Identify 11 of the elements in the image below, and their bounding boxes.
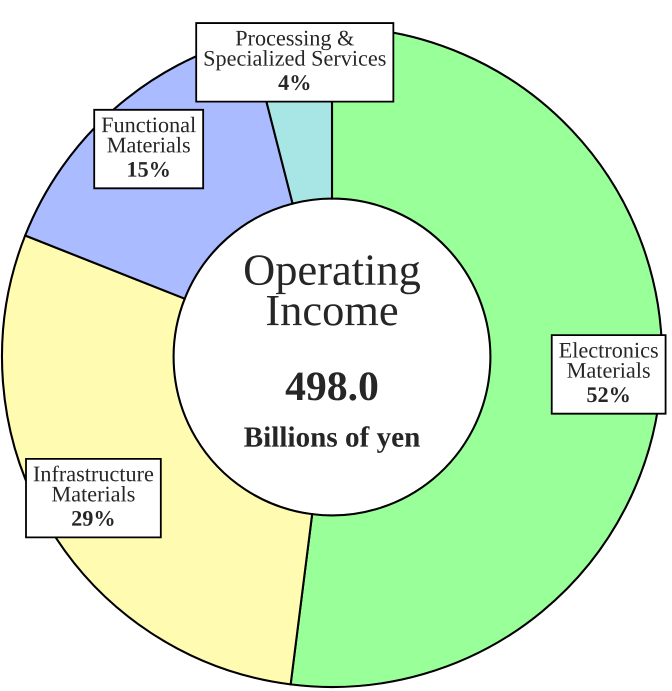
slice-label: Functional Materials bbox=[102, 116, 196, 153]
slice-label: Electronics Materials bbox=[559, 342, 658, 378]
text: Billions of yen bbox=[244, 426, 420, 453]
slice-label: Processing & Specialized Services bbox=[204, 30, 386, 70]
data-label: 4% bbox=[278, 75, 310, 90]
slice-label: Infrastructure Materials bbox=[34, 466, 154, 502]
text: 498.0 bbox=[286, 372, 378, 401]
data-label: 52% bbox=[587, 387, 629, 402]
data-label: 29% bbox=[72, 510, 114, 526]
data-label: 15% bbox=[128, 162, 169, 177]
text: Operating Income bbox=[244, 255, 420, 326]
